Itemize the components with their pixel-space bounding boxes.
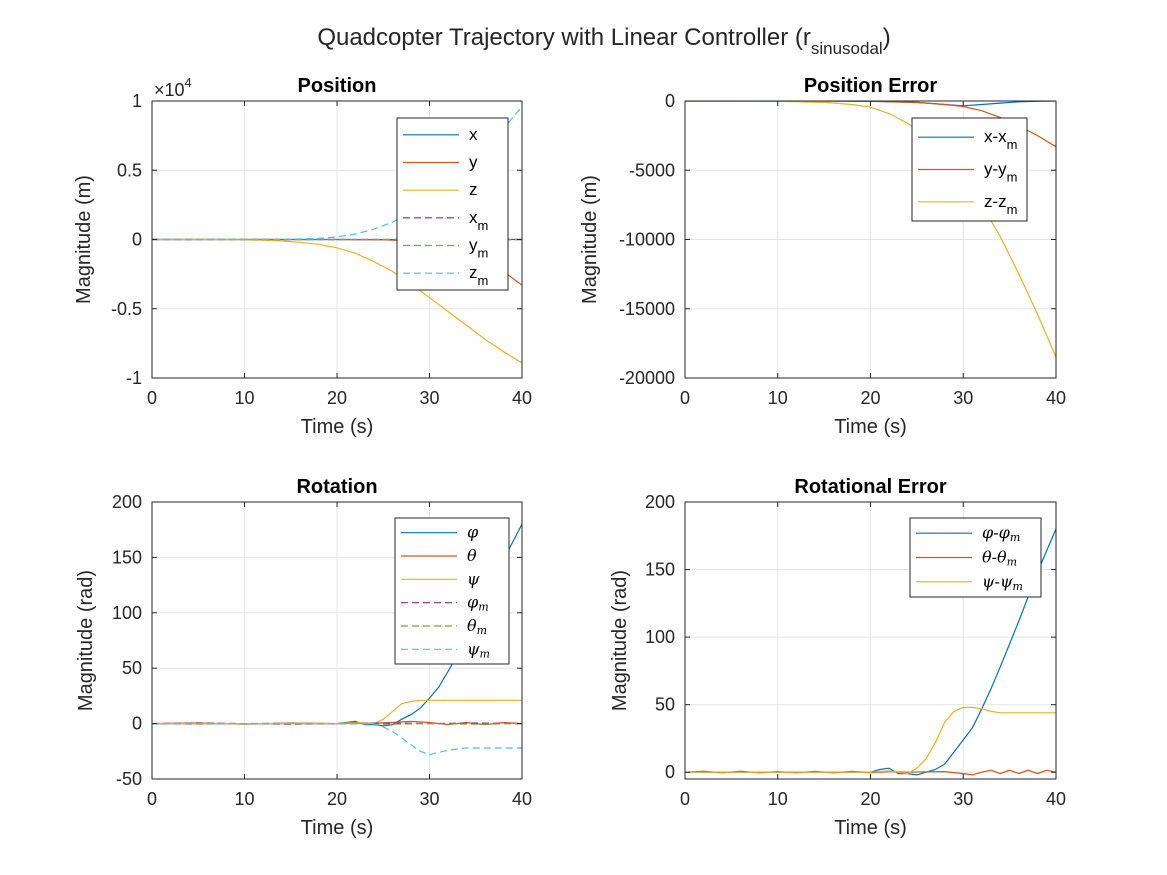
- rotation-legend-label: φ: [467, 523, 479, 542]
- position-series-line-3: [152, 238, 522, 364]
- rotation-legend-box: [394, 517, 510, 665]
- rotational-error-ytick-label: 50: [655, 695, 675, 715]
- rotational-error-xtick-label: 40: [1046, 789, 1066, 809]
- rotational-error-title: Rotational Error: [794, 476, 946, 498]
- rotation-legend-label: ψm: [467, 639, 490, 660]
- figure-title-main: Quadcopter Trajectory with Linear Contro…: [317, 24, 811, 51]
- position-legend-label: ym: [469, 236, 488, 261]
- rotation-legend-label: φm: [467, 593, 489, 614]
- figure-title-subscript: sinusodal: [811, 39, 883, 58]
- rotation-ytick-label: 50: [122, 658, 142, 678]
- position-error-ytick-label: -15000: [619, 299, 675, 319]
- position-error-title: Position Error: [804, 75, 938, 97]
- figure-title: Quadcopter Trajectory with Linear Contro…: [317, 24, 890, 58]
- position-ytick-label: 0.5: [117, 160, 142, 180]
- position-error-ytick-label: -10000: [619, 230, 675, 250]
- rotation-ytick-label: 0: [132, 714, 142, 734]
- rotational-error-ylabel: Magnitude (rad): [609, 570, 631, 711]
- rotational-error-legend-label: θ-θm: [982, 548, 1017, 569]
- position-legend-label: zm: [469, 263, 488, 288]
- rotation-ytick-label: -50: [116, 769, 142, 789]
- rotation-legend-label: ψ: [467, 569, 480, 588]
- position-xtick-label: 10: [234, 388, 254, 408]
- position-error-xtick-label: 10: [768, 388, 788, 408]
- rotation-xlabel: Time (s): [301, 817, 374, 839]
- position-xlabel: Time (s): [301, 416, 374, 438]
- rotational-error-ytick-label: 150: [645, 560, 675, 580]
- rotational-error-ytick-label: 0: [665, 762, 675, 782]
- rotational-error-series-group: [685, 528, 1056, 776]
- position-ytick-label: 1: [132, 91, 142, 111]
- rotation-ytick-label: 100: [112, 603, 142, 623]
- position-xtick-label: 40: [512, 388, 532, 408]
- rotational-error-legend: φ-φm θ-θm ψ-ψm: [909, 517, 1042, 598]
- position-error-legend: x-xm y-ym z-zm: [911, 117, 1028, 222]
- rotation-xtick-label: 0: [147, 789, 157, 809]
- position-error-xtick-label: 40: [1046, 388, 1066, 408]
- position-xtick-label: 20: [327, 388, 347, 408]
- rotational-error-subplot: 0 10 20 30 40 0 50 100 150 200 Rotational Error Tim…: [609, 476, 1066, 839]
- position-legend-label: y: [469, 153, 478, 172]
- position-error-subplot: 0 10 20 30 40 -20000 -15000 -10000 -5000 0 Positio…: [579, 75, 1066, 438]
- rotational-error-ytick-label: 200: [645, 492, 675, 512]
- rotational-error-series-line-3: [685, 706, 1056, 775]
- rotation-xtick-label: 20: [327, 789, 347, 809]
- rotational-error-xlabel: Time (s): [834, 817, 907, 839]
- position-xtick-label: 30: [419, 388, 439, 408]
- position-ytick-label: -1: [126, 368, 142, 388]
- rotation-legend-label: θ: [467, 546, 477, 565]
- position-error-xtick-label: 0: [680, 388, 690, 408]
- rotation-xtick-label: 40: [512, 789, 532, 809]
- position-error-ylabel: Magnitude (m): [579, 175, 601, 304]
- rotation-xtick-label: 30: [419, 789, 439, 809]
- rotation-xtick-label: 10: [234, 789, 254, 809]
- position-xtick-label: 0: [147, 388, 157, 408]
- position-error-xtick-label: 30: [953, 388, 973, 408]
- position-error-legend-label: y-ym: [984, 160, 1018, 185]
- position-error-ytick-label: -5000: [629, 160, 675, 180]
- position-ylabel: Magnitude (m): [73, 175, 95, 304]
- rotational-error-ytick-label: 100: [645, 627, 675, 647]
- position-error-ytick-label: -20000: [619, 368, 675, 388]
- position-title: Position: [298, 75, 377, 97]
- rotational-error-legend-label: φ-φm: [982, 523, 1020, 544]
- rotation-ytick-label: 200: [112, 492, 142, 512]
- rotation-legend-label: θm: [467, 616, 487, 637]
- rotational-error-xtick-label: 0: [680, 789, 690, 809]
- position-legend-label: z: [469, 180, 478, 199]
- rotation-ylabel: Magnitude (rad): [75, 570, 97, 711]
- position-legend-box: [396, 117, 509, 291]
- figure-title-close: ): [883, 24, 891, 51]
- position-error-ytick-label: 0: [665, 91, 675, 111]
- position-error-legend-label: x-xm: [984, 127, 1018, 152]
- rotation-ytick-label: 150: [112, 547, 142, 567]
- rotation-series-line-6: [152, 722, 522, 756]
- position-exponent-label: ×104: [154, 75, 192, 100]
- rotational-error-xtick-label: 30: [953, 789, 973, 809]
- rotational-error-xtick-label: 20: [860, 789, 880, 809]
- position-subplot: 0 10 20 30 40 -1 -0.5 0 0.5 1 ×104 Position Time (s)…: [73, 75, 532, 438]
- subplot-grid: 0 10 20 30 40 -1 -0.5 0 0.5 1 ×104 Position Time (s)…: [73, 75, 1066, 839]
- position-error-legend-label: z-zm: [984, 192, 1018, 217]
- rotation-title: Rotation: [296, 476, 377, 498]
- rotational-error-xtick-label: 10: [768, 789, 788, 809]
- position-legend-label: x: [469, 125, 478, 144]
- position-error-xlabel: Time (s): [834, 416, 907, 438]
- position-ytick-label: -0.5: [111, 299, 142, 319]
- position-ytick-label: 0: [132, 230, 142, 250]
- rotational-error-legend-label: ψ-ψm: [982, 572, 1023, 593]
- position-error-xtick-label: 20: [860, 388, 880, 408]
- position-legend-label: xm: [469, 208, 488, 233]
